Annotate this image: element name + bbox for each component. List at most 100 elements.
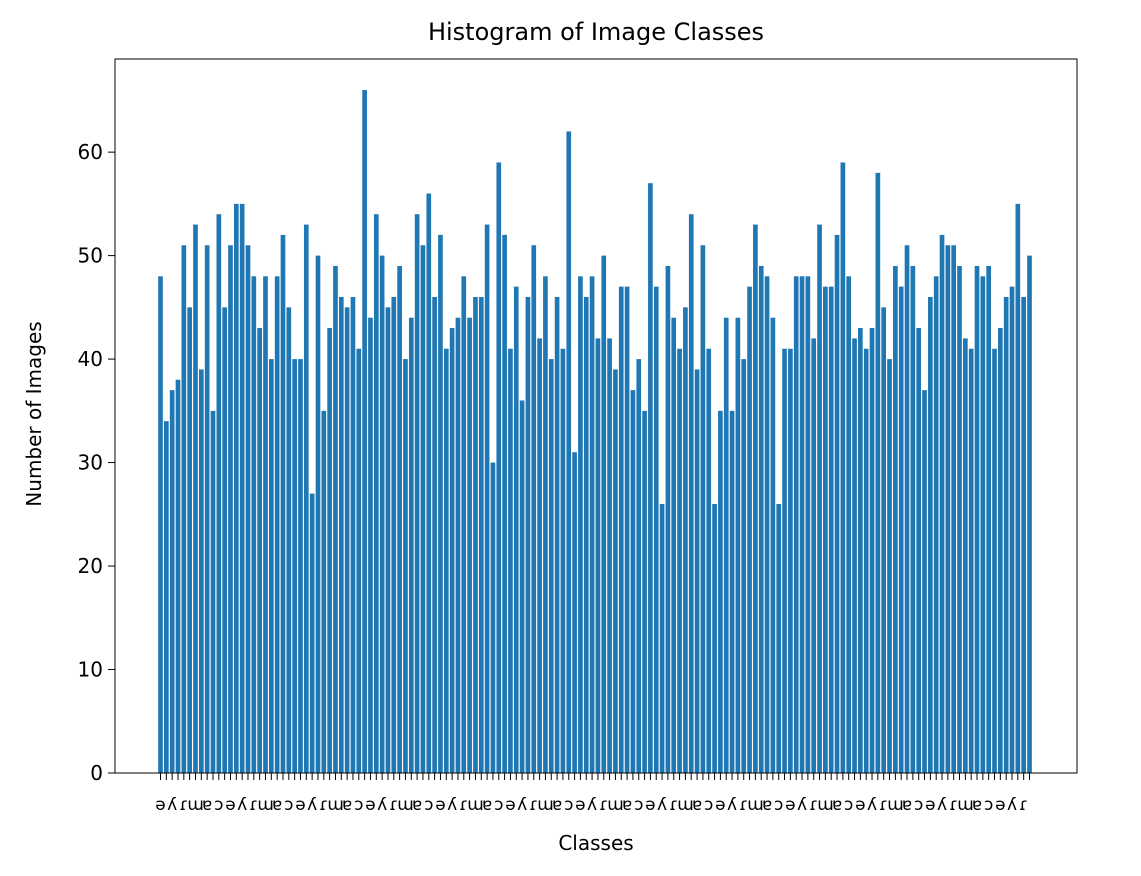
x-tick-label: ɐ [692, 795, 702, 815]
x-tick-label: ɯ [397, 795, 414, 815]
x-axis-label: Classes [558, 831, 633, 855]
x-tick-label: ɐ [342, 795, 352, 815]
bar [548, 359, 554, 773]
x-tick-label: ʎ [867, 795, 877, 815]
bar [572, 452, 577, 773]
bar [257, 328, 262, 773]
bar [449, 328, 455, 773]
bar [834, 234, 840, 773]
x-tick-label: ɾ [879, 795, 888, 815]
bar [939, 234, 945, 773]
bar [677, 348, 682, 773]
x-tick-label: ʎ [657, 795, 667, 815]
x-tick-label: ǝ [365, 795, 375, 815]
bar [840, 162, 846, 774]
bar [642, 410, 647, 773]
bar [496, 162, 502, 774]
bar [945, 245, 951, 773]
bar [408, 317, 414, 773]
bar [356, 348, 362, 773]
x-tick-label: ɔ [634, 795, 643, 815]
bar [373, 214, 379, 774]
x-tick-label: ɐ [482, 795, 492, 815]
x-tick-label: ɾ [179, 795, 188, 815]
bar [385, 307, 391, 773]
bar [467, 317, 472, 773]
bar [228, 245, 233, 773]
x-tick-label: ɯ [187, 795, 204, 815]
bar [350, 297, 356, 773]
x-tick-label: ɾ [319, 795, 328, 815]
bar [823, 286, 828, 773]
bar [391, 297, 397, 773]
bar [683, 307, 688, 773]
bar [799, 276, 805, 773]
bar [653, 286, 659, 773]
x-tick-label: ɾ [249, 795, 258, 815]
bar [455, 317, 461, 773]
x-tick-label: ǝ [925, 795, 935, 815]
bar [175, 379, 181, 773]
x-tick-label: ɯ [327, 795, 344, 815]
x-tick-label: ʎ [797, 795, 807, 815]
bar [181, 245, 187, 773]
bar [245, 245, 251, 773]
bar [595, 338, 601, 773]
x-tick-label: ɯ [747, 795, 764, 815]
x-tick-label: ǝ [645, 795, 655, 815]
bar [490, 462, 496, 773]
bar [263, 276, 268, 773]
x-tick-label: ɾ [739, 795, 748, 815]
x-tick-label: ǝ [785, 795, 795, 815]
bar [770, 317, 776, 773]
bar [379, 255, 385, 774]
x-tick-label: ʎ [447, 795, 457, 815]
x-tick-label: ɐ [552, 795, 562, 815]
bar [1027, 255, 1032, 774]
bar [992, 348, 997, 773]
bar [578, 276, 583, 773]
x-tick-label: ɯ [607, 795, 624, 815]
bar [286, 307, 292, 773]
bar [904, 245, 910, 773]
bar [478, 297, 484, 773]
bar [158, 276, 163, 773]
bar [618, 286, 624, 773]
bar [863, 348, 869, 773]
bar [543, 276, 548, 773]
x-tick-label: ɾ [949, 795, 958, 815]
x-tick-label: ɯ [957, 795, 974, 815]
bar [793, 276, 799, 773]
x-tick-label: ɐ [412, 795, 422, 815]
x-tick-label: ɔ [424, 795, 433, 815]
bar [700, 245, 706, 773]
x-tick-label: ǝ [715, 795, 725, 815]
bar [484, 224, 490, 773]
y-tick-label: 10 [78, 658, 103, 682]
bar [164, 421, 169, 773]
bar [204, 245, 210, 773]
x-tick-label: ɾ [599, 795, 608, 815]
x-tick-label: ǝ [995, 795, 1005, 815]
bar [198, 369, 204, 773]
bar [210, 410, 216, 773]
bar [362, 90, 367, 774]
bar [788, 348, 793, 773]
bar [630, 390, 636, 773]
bar [368, 317, 373, 773]
bar [438, 234, 443, 773]
x-tick-label: ǝ [575, 795, 585, 815]
bar [274, 276, 280, 773]
bar [432, 297, 437, 773]
bar [601, 255, 607, 774]
bar [589, 276, 595, 773]
bar [758, 265, 764, 773]
bar [560, 348, 566, 773]
x-tick-label: ǝ [505, 795, 515, 815]
bar [298, 359, 303, 773]
bar [951, 245, 957, 773]
bar [169, 390, 175, 773]
bar [461, 276, 467, 773]
y-tick-label: 50 [78, 244, 103, 268]
bar [537, 338, 542, 773]
